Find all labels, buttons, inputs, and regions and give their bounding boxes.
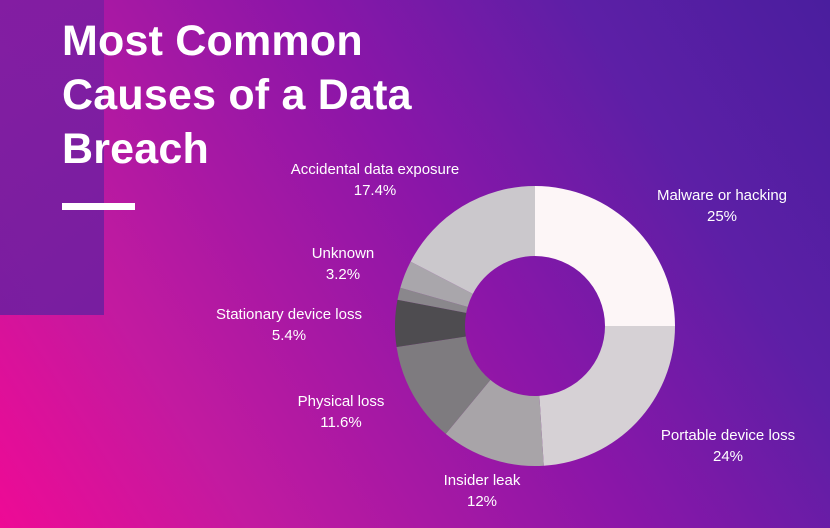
donut-slice-portable-device-loss [539, 326, 675, 466]
label-name-unknown: Unknown [311, 245, 375, 262]
title-underline [62, 203, 135, 210]
donut-slice-accidental-data-exposure [410, 186, 535, 294]
donut-slice-physical-loss [396, 336, 491, 434]
label-name-malware-or-hacking: Malware or hacking [656, 187, 788, 204]
donut-slice-unknown [397, 287, 468, 313]
donut-slice-malware-or-hacking [535, 186, 675, 326]
label-accidental-data-exposure: Accidental data exposure 17.4% [291, 159, 459, 201]
label-stationary-device-loss: Stationary device loss 5.4% [216, 304, 362, 346]
label-value-physical-loss: 11.6% [320, 414, 362, 431]
page-title: Most Common Causes of a Data Breach [62, 17, 412, 173]
label-value-portable-device-loss: 24% [712, 448, 744, 465]
donut-slice-unknown [400, 261, 473, 307]
label-unknown: Unknown 3.2% [312, 243, 375, 285]
label-value-stationary-device-loss: 5.4% [271, 327, 307, 344]
label-portable-device-loss: Portable device loss 24% [661, 425, 795, 467]
label-malware-or-hacking: Malware or hacking 25% [657, 185, 787, 227]
title-panel [0, 0, 104, 315]
label-name-portable-device-loss: Portable device loss [660, 427, 796, 444]
label-name-insider-leak: Insider leak [443, 472, 521, 489]
label-value-accidental-data-exposure: 17.4% [353, 182, 397, 199]
label-name-physical-loss: Physical loss [297, 393, 385, 410]
label-value-malware-or-hacking: 25% [706, 208, 738, 225]
label-physical-loss: Physical loss 11.6% [298, 391, 385, 433]
label-name-stationary-device-loss: Stationary device loss [216, 306, 362, 323]
donut-slice-stationary-device-loss [394, 299, 467, 348]
label-name-accidental-data-exposure: Accidental data exposure [290, 161, 460, 178]
label-value-unknown: 3.2% [325, 266, 361, 283]
donut-slice-insider-leak [445, 379, 544, 466]
label-value-insider-leak: 12% [466, 493, 498, 510]
label-insider-leak: Insider leak 12% [444, 470, 521, 512]
